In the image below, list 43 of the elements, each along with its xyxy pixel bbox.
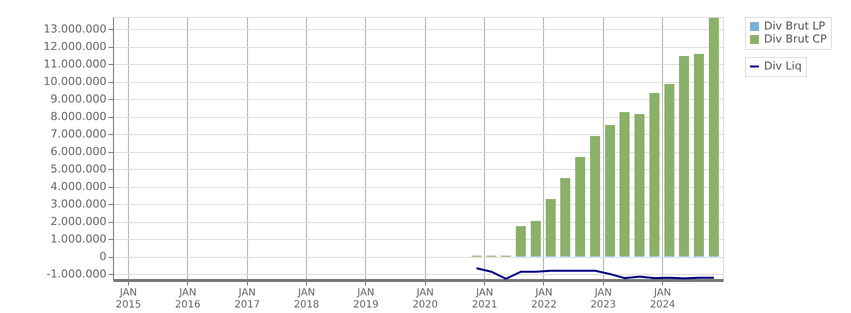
x-tick-label: JAN 2020 bbox=[412, 288, 438, 310]
bar bbox=[649, 92, 660, 256]
x-tick-label: JAN 2021 bbox=[472, 288, 498, 310]
y-tick-label: 13.000.000 bbox=[44, 22, 106, 36]
y-tick-label: 12.000.000 bbox=[44, 40, 106, 54]
y-tick-label: -1.000.000 bbox=[46, 268, 106, 281]
y-tick-label: 9.000.000 bbox=[50, 92, 106, 106]
bar bbox=[575, 156, 586, 256]
bar bbox=[620, 112, 630, 256]
legend-label: Div Brut CP bbox=[764, 32, 828, 46]
x-tick-label: JAN 2018 bbox=[294, 288, 320, 310]
y-tick-label: 0 bbox=[100, 250, 106, 264]
x-tick-label: JAN 2022 bbox=[531, 288, 557, 310]
x-tick-label: JAN 2019 bbox=[353, 288, 379, 310]
y-tick-label: 2.000.000 bbox=[50, 215, 106, 228]
bar bbox=[694, 54, 704, 256]
bar bbox=[605, 124, 616, 256]
x-tick-label: JAN 2023 bbox=[590, 288, 616, 310]
x-tick-label: JAN 2017 bbox=[234, 288, 260, 310]
y-tick-label: 3.000.000 bbox=[50, 198, 106, 211]
legend-label: Div Brut LP bbox=[764, 20, 826, 32]
y-tick-label: 10.000.000 bbox=[44, 75, 106, 88]
bar bbox=[679, 56, 689, 256]
y-tick-label: 5.000.000 bbox=[50, 162, 106, 176]
x-tick-label: JAN 2015 bbox=[116, 288, 142, 310]
bar bbox=[708, 18, 719, 256]
bar bbox=[560, 178, 570, 256]
bar bbox=[530, 221, 541, 256]
bar bbox=[664, 84, 674, 256]
line-series bbox=[476, 267, 715, 280]
y-tick-label: 11.000.000 bbox=[44, 58, 106, 71]
y-tick-label: 1.000.000 bbox=[50, 232, 106, 246]
y-tick-label: 8.000.000 bbox=[50, 110, 106, 124]
y-tick-label: 7.000.000 bbox=[50, 128, 106, 141]
bar bbox=[634, 114, 644, 256]
legend-label: Div Liq bbox=[764, 60, 802, 72]
y-tick-label: 6.000.000 bbox=[50, 145, 106, 158]
x-tick-label: JAN 2024 bbox=[650, 288, 676, 310]
bar bbox=[546, 198, 556, 256]
y-tick-label: 4.000.000 bbox=[50, 180, 106, 194]
x-tick-label: JAN 2016 bbox=[175, 288, 200, 310]
bar bbox=[590, 136, 600, 256]
bar bbox=[516, 226, 526, 256]
